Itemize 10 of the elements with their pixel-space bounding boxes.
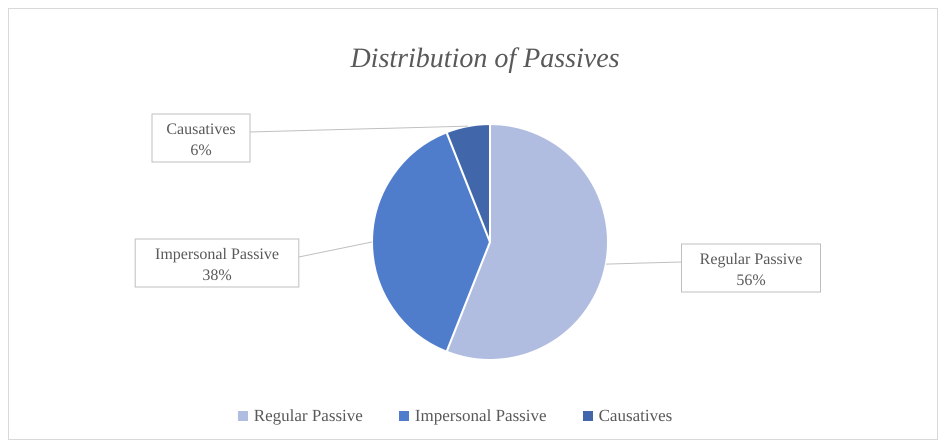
slice-label: Impersonal Passive xyxy=(155,246,279,263)
slice-label: Causatives xyxy=(166,121,236,138)
data-label: 38% xyxy=(202,267,232,284)
legend-label: Regular Passive xyxy=(252,406,363,426)
legend-label: Causatives xyxy=(598,406,672,426)
legend-label: Impersonal Passive xyxy=(414,406,547,426)
data-label: 56% xyxy=(736,272,766,289)
slice-label: Regular Passive xyxy=(700,251,802,268)
chart-title: Distribution of Passives xyxy=(349,43,620,74)
data-label: 6% xyxy=(190,142,212,159)
